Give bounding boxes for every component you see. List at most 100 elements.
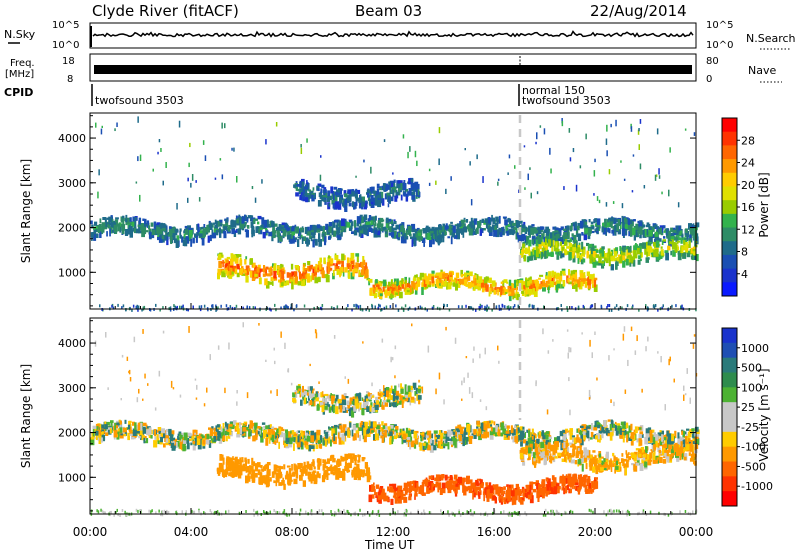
power-cell — [349, 264, 353, 272]
noise-rtick-top: 10^5 — [706, 20, 733, 31]
power-ground-cell — [259, 308, 261, 312]
power-cell — [354, 265, 358, 272]
power-sparse-cell — [191, 174, 194, 181]
power-cell — [289, 239, 293, 244]
velocity-cell — [611, 420, 614, 428]
velocity-cell — [589, 437, 593, 440]
power-ground-cell — [212, 306, 214, 309]
power-ground-cell — [532, 306, 534, 310]
power-ground-cell — [131, 308, 133, 312]
velocity-cell — [241, 431, 244, 435]
power-cell — [318, 226, 323, 231]
velocity-cell — [490, 420, 494, 424]
velocity-cell — [221, 454, 224, 461]
power-cell — [586, 250, 589, 257]
power-cell — [258, 264, 261, 269]
power-sparse-cell — [231, 147, 233, 151]
power-cell — [382, 183, 386, 188]
velocity-cell — [429, 439, 433, 444]
velocity-cell — [219, 454, 223, 461]
velocity-cell — [607, 432, 611, 437]
power-cell — [373, 293, 378, 299]
velocity-cell — [306, 461, 310, 469]
power-cell — [513, 294, 516, 298]
power-cell — [108, 222, 111, 226]
power-cell — [288, 272, 292, 277]
velocity-cell — [526, 429, 528, 433]
velocity-cell — [299, 462, 302, 469]
power-sparse-cell — [373, 200, 375, 206]
velocity-cell — [485, 426, 488, 433]
power-cell — [434, 235, 437, 242]
power-cell — [481, 228, 484, 234]
power-ground-cell — [111, 304, 113, 308]
power-cell — [327, 190, 331, 196]
velocity-cell — [117, 428, 121, 433]
power-ground-cell — [283, 305, 285, 309]
power-ground-cell — [198, 305, 201, 309]
power-cell — [419, 272, 424, 278]
power-cell — [648, 243, 652, 246]
power-cell — [414, 289, 418, 295]
velocity-cell — [638, 434, 642, 439]
power-cell — [348, 219, 353, 223]
velocity-cell — [628, 437, 633, 441]
power-cell — [560, 284, 565, 289]
power-cell — [134, 217, 138, 220]
velocity-cell — [173, 438, 178, 443]
velocity-cell — [244, 466, 248, 470]
velocity-cell — [242, 432, 246, 436]
power-cell — [459, 225, 464, 231]
power-cell — [455, 229, 458, 235]
velocity-cell — [645, 428, 650, 435]
power-cell — [660, 249, 664, 256]
velocity-cell — [594, 420, 597, 428]
power-cell — [378, 220, 382, 228]
power-cell — [410, 236, 414, 240]
power-cell — [217, 221, 220, 227]
power-cell — [159, 228, 163, 235]
velocity-cell — [330, 455, 335, 459]
power-ground-cell — [475, 308, 477, 312]
power-cell — [117, 223, 121, 232]
velocity-cell — [435, 443, 438, 446]
power-cell — [301, 281, 305, 287]
velocity-cell — [288, 431, 292, 440]
power-cell — [352, 189, 354, 192]
velocity-cell — [346, 468, 349, 472]
power-cell — [320, 188, 323, 194]
velocity-cell — [308, 445, 312, 452]
velocity-cell — [228, 424, 233, 427]
power-cell — [270, 276, 273, 282]
power-cell — [365, 228, 368, 236]
velocity-cell — [458, 435, 462, 442]
power-ground-cell — [614, 306, 616, 310]
power-sparse-cell — [569, 157, 572, 162]
power-cell — [168, 226, 172, 230]
velocity-data — [90, 322, 700, 517]
power-cell — [629, 262, 632, 267]
power-cell — [345, 197, 349, 202]
power-cell — [488, 291, 491, 297]
power-range-tick-label: 4000 — [58, 132, 86, 145]
velocity-cell — [310, 434, 315, 443]
power-cell — [158, 235, 163, 243]
velocity-cell — [482, 426, 484, 432]
power-cell — [674, 246, 678, 252]
power-cell — [321, 195, 325, 202]
power-cell — [593, 286, 598, 292]
velocity-cell — [324, 439, 327, 447]
power-cell — [156, 222, 161, 228]
velocity-cell — [381, 435, 385, 443]
power-cell — [563, 248, 567, 256]
power-cell — [378, 281, 381, 285]
power-range-tick-label: 3000 — [58, 177, 86, 190]
power-cell — [370, 216, 375, 221]
power-sparse-cell — [236, 176, 238, 183]
power-ground-cell — [657, 308, 659, 312]
velocity-cell — [649, 434, 653, 443]
power-cell — [447, 236, 450, 239]
power-cell — [265, 227, 268, 231]
velocity-cell — [494, 425, 498, 433]
power-cell — [279, 233, 281, 236]
